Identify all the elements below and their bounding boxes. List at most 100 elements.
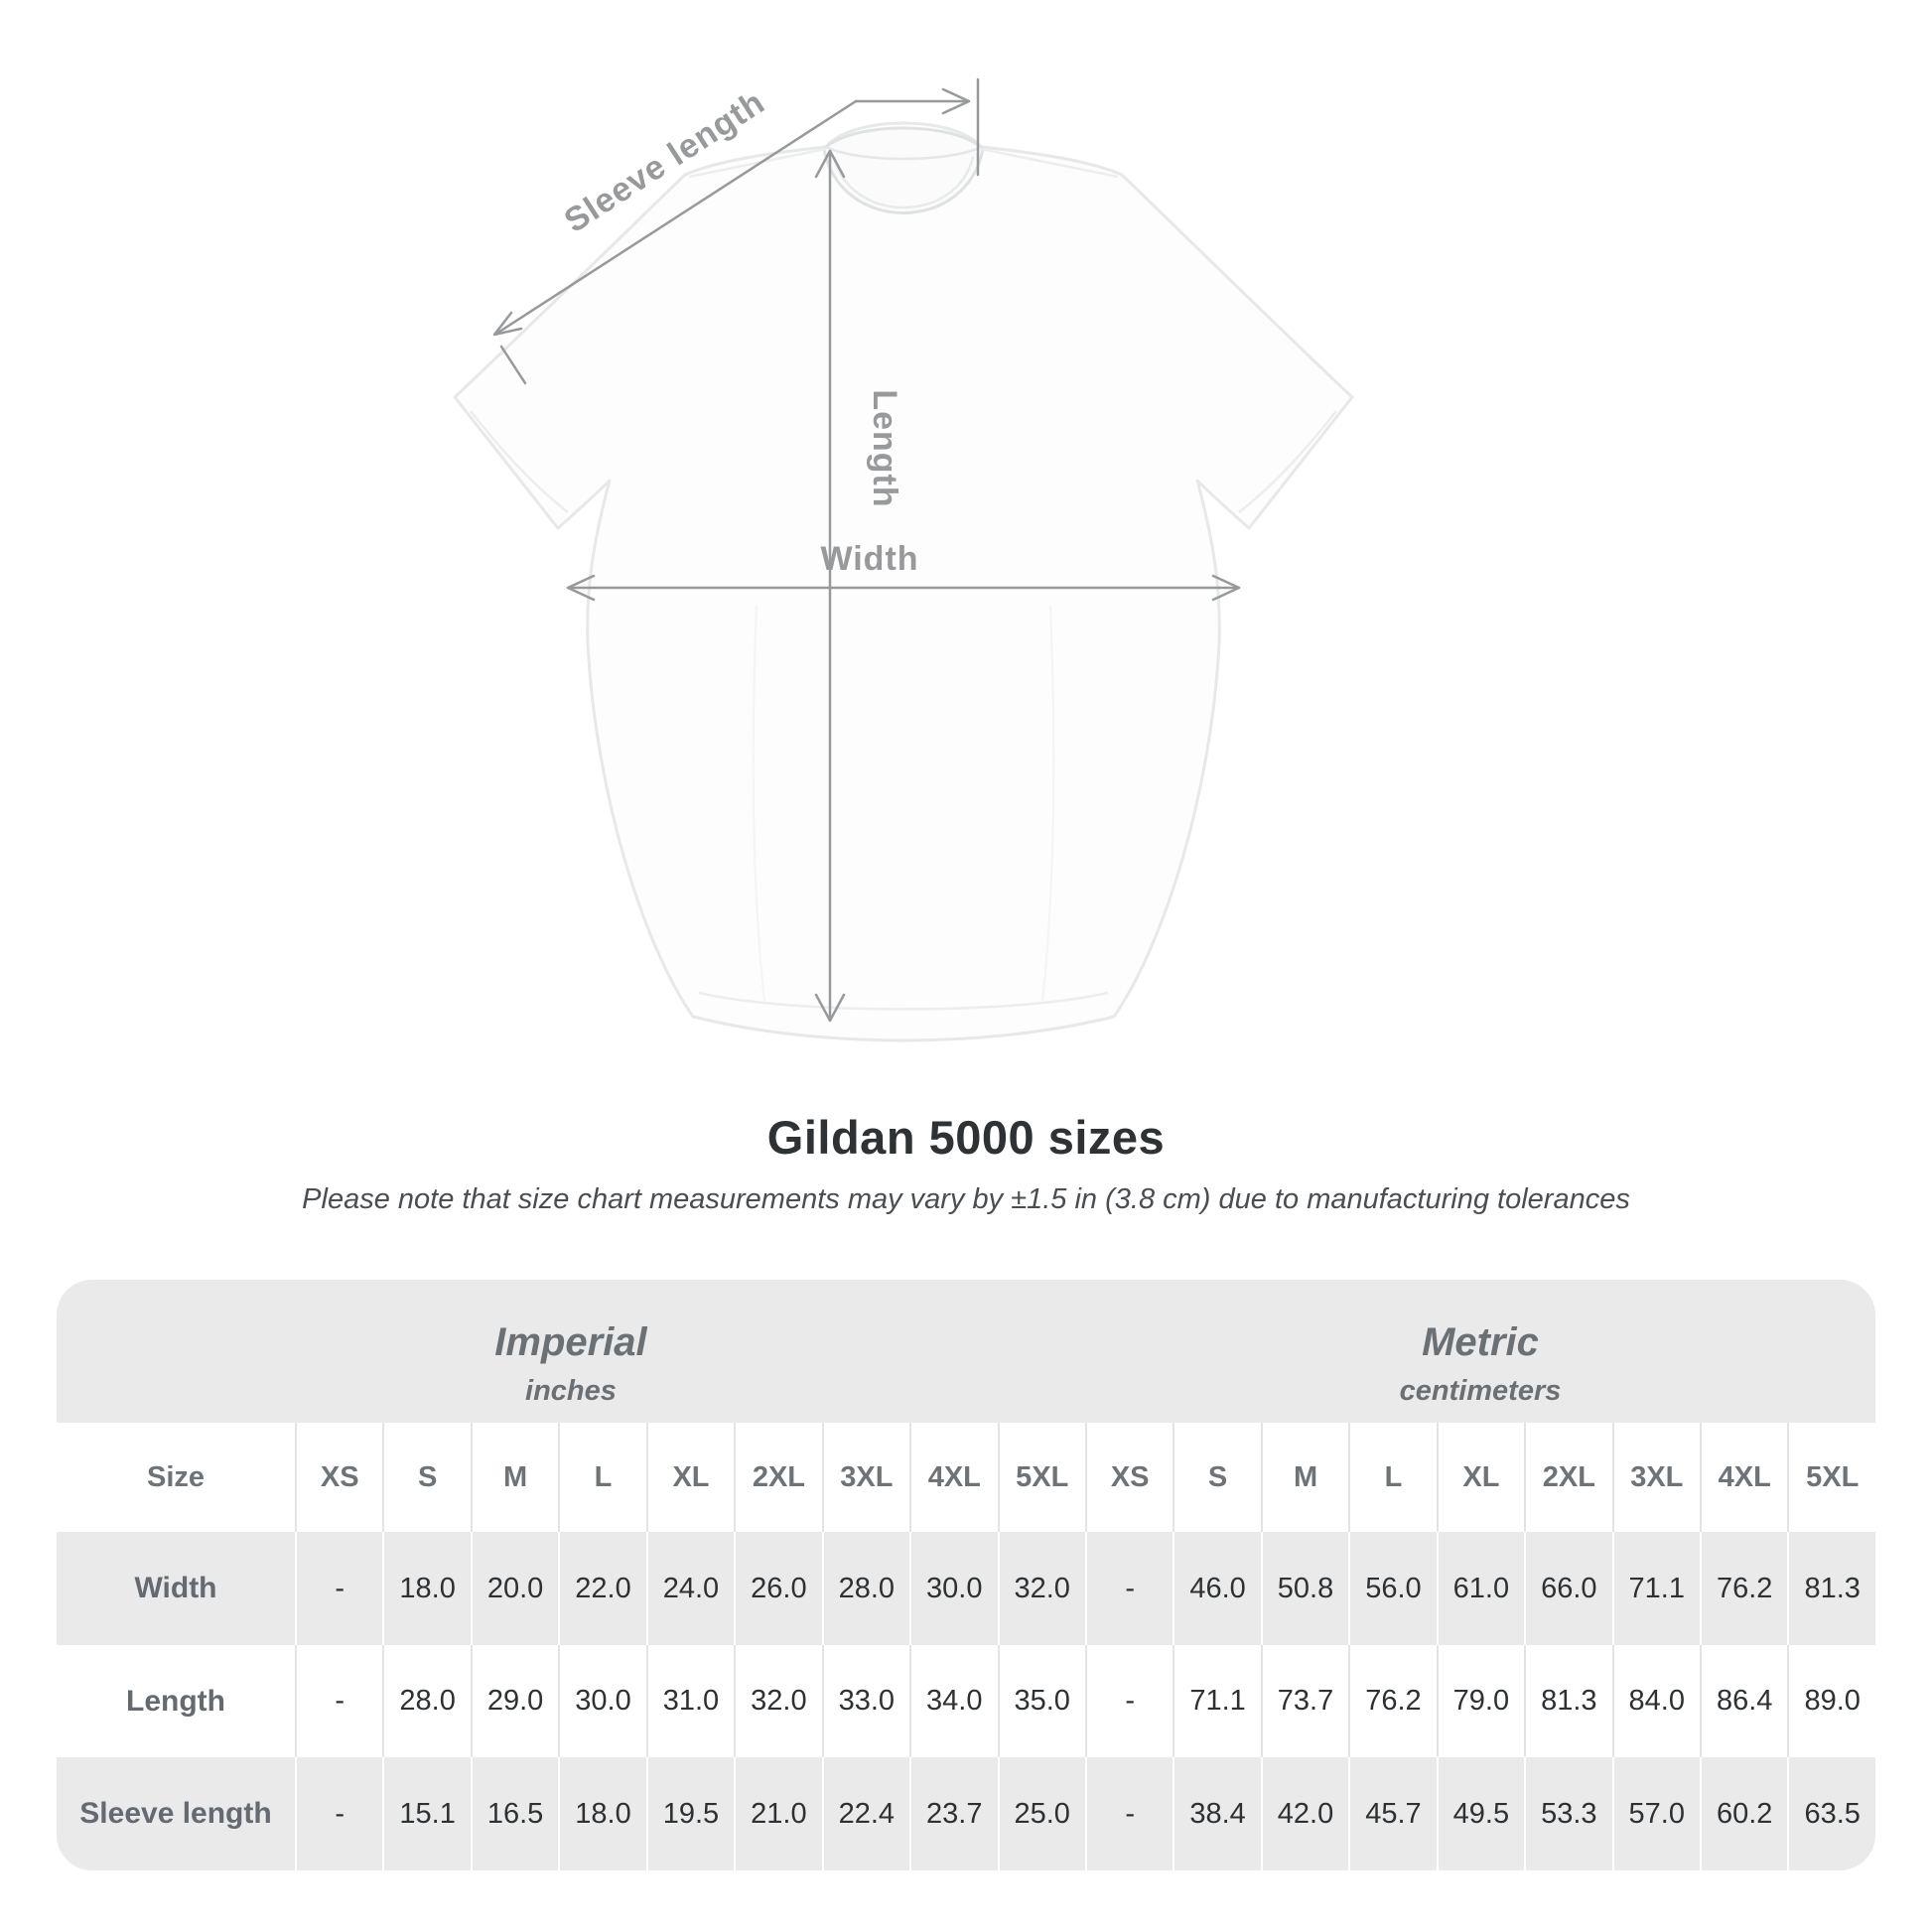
column-header: 4XL (909, 1423, 998, 1532)
table-cell: 15.1 (382, 1757, 471, 1870)
table-cell: 38.4 (1173, 1757, 1261, 1870)
column-header: XS (295, 1423, 383, 1532)
table-cell: 32.0 (997, 1532, 1085, 1645)
fabric-fold-right (1041, 605, 1055, 1002)
table-cell: 42.0 (1260, 1757, 1349, 1870)
table-cell: 76.2 (1700, 1532, 1788, 1645)
table-cell: 60.2 (1700, 1757, 1788, 1870)
metric-group-header: Metric centimeters (1084, 1280, 1875, 1423)
row-label: Width (57, 1532, 295, 1645)
column-header: L (1348, 1423, 1437, 1532)
sleeve-length-measure-arrow (492, 77, 980, 385)
table-cell: 34.0 (909, 1645, 998, 1757)
table-cell: 49.5 (1436, 1757, 1525, 1870)
imperial-label: Imperial (494, 1320, 647, 1364)
table-cell: 89.0 (1787, 1645, 1875, 1757)
column-header: 5XL (997, 1423, 1085, 1532)
table-cell: 50.8 (1260, 1532, 1349, 1645)
tshirt-measurement-diagram: Sleeve length Length Width (453, 77, 1354, 1042)
column-header: S (1173, 1423, 1261, 1532)
length-measure-arrow (814, 149, 846, 1023)
table-cell: 81.3 (1524, 1645, 1612, 1757)
table-cell: 28.0 (382, 1645, 471, 1757)
table-cell: 21.0 (734, 1757, 822, 1870)
imperial-unit: inches (525, 1375, 617, 1407)
table-cell: 45.7 (1348, 1757, 1437, 1870)
row-label: Sleeve length (57, 1757, 295, 1870)
row-label: Length (57, 1645, 295, 1757)
table-cell: 16.5 (470, 1757, 559, 1870)
table-cell: - (295, 1532, 383, 1645)
table-cell: - (1084, 1645, 1173, 1757)
table-cell: 30.0 (909, 1532, 998, 1645)
table-cell: 23.7 (909, 1757, 998, 1870)
column-header: S (382, 1423, 471, 1532)
sleeve-seam-left (470, 410, 569, 513)
table-cell: 73.7 (1260, 1645, 1349, 1757)
column-header: 3XL (1611, 1423, 1700, 1532)
table-row-sleeve-length: Sleeve length - 15.1 16.5 18.0 19.5 21.0… (57, 1757, 1875, 1870)
table-cell: 35.0 (997, 1645, 1085, 1757)
table-cell: 26.0 (734, 1532, 822, 1645)
tolerance-note: Please note that size chart measurements… (302, 1183, 1630, 1215)
table-row-length: Length - 28.0 29.0 30.0 31.0 32.0 33.0 3… (57, 1645, 1875, 1757)
table-cell: 25.0 (997, 1757, 1085, 1870)
size-chart-table-container: Imperial inches Metric centimeters Size … (57, 1280, 1875, 1870)
column-header: M (1260, 1423, 1349, 1532)
table-cell: 71.1 (1173, 1645, 1261, 1757)
size-header-row: Size XS S M L XL 2XL 3XL 4XL 5XL XS S M … (57, 1423, 1875, 1532)
table-cell: 56.0 (1348, 1532, 1437, 1645)
table-cell: 30.0 (558, 1645, 646, 1757)
column-header: 2XL (734, 1423, 822, 1532)
table-cell: 63.5 (1787, 1757, 1875, 1870)
width-measure-arrow (566, 574, 1241, 602)
table-cell: 81.3 (1787, 1532, 1875, 1645)
column-header: L (558, 1423, 646, 1532)
table-cell: 18.0 (558, 1757, 646, 1870)
collar-opening (822, 126, 985, 214)
size-chart-table: Imperial inches Metric centimeters Size … (57, 1280, 1875, 1870)
table-cell: 66.0 (1524, 1532, 1612, 1645)
collar-ribbing-seam (832, 156, 975, 209)
table-cell: 61.0 (1436, 1532, 1525, 1645)
column-header: 3XL (821, 1423, 910, 1532)
column-header: XL (1436, 1423, 1525, 1532)
column-header: M (470, 1423, 559, 1532)
metric-label: Metric (1422, 1320, 1539, 1364)
shoulder-seam-left (688, 147, 827, 179)
table-cell: 22.0 (558, 1532, 646, 1645)
unit-group-header-row: Imperial inches Metric centimeters (57, 1280, 1875, 1423)
tshirt-diagram-svg: Sleeve length Length Width (453, 77, 1354, 1042)
length-label: Length (866, 389, 903, 507)
table-cell: 33.0 (821, 1645, 910, 1757)
table-cell: - (1084, 1532, 1173, 1645)
metric-unit: centimeters (1399, 1375, 1562, 1407)
table-cell: 29.0 (470, 1645, 559, 1757)
page-title: Gildan 5000 sizes (766, 1111, 1166, 1164)
table-cell: 79.0 (1436, 1645, 1525, 1757)
table-cell: - (1084, 1757, 1173, 1870)
table-cell: 22.4 (821, 1757, 910, 1870)
imperial-group-header: Imperial inches (57, 1280, 1085, 1423)
measurement-annotations (492, 77, 1241, 1023)
collar-back-edge (825, 145, 982, 161)
table-cell: 86.4 (1700, 1645, 1788, 1757)
fabric-fold-left (752, 605, 765, 1002)
table-cell: 71.1 (1611, 1532, 1700, 1645)
table-cell: 31.0 (645, 1645, 735, 1757)
table-cell: 28.0 (821, 1532, 910, 1645)
table-cell: 57.0 (1611, 1757, 1700, 1870)
table-cell: 18.0 (382, 1532, 471, 1645)
tshirt-body-shape (453, 121, 1354, 1042)
column-header: 2XL (1524, 1423, 1612, 1532)
table-cell: - (295, 1645, 383, 1757)
table-cell: 76.2 (1348, 1645, 1437, 1757)
size-column-header: Size (57, 1423, 295, 1532)
table-cell: 84.0 (1611, 1645, 1700, 1757)
table-cell: 46.0 (1173, 1532, 1261, 1645)
shoulder-seam-right (980, 147, 1119, 179)
table-cell: 53.3 (1524, 1757, 1612, 1870)
column-header: 5XL (1787, 1423, 1875, 1532)
table-cell: 20.0 (470, 1532, 559, 1645)
tshirt-illustration (453, 121, 1354, 1042)
